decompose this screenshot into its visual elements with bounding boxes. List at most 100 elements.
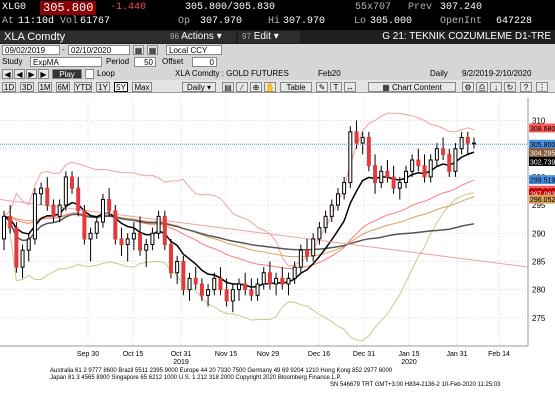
candle-body [100, 198, 105, 223]
rewind-icon[interactable]: ◀ [2, 69, 13, 79]
timeframe-ytd[interactable]: YTD [74, 82, 92, 92]
ticker-symbol[interactable]: XLG0 [2, 2, 27, 13]
settings-icon[interactable]: ⚙ [462, 82, 474, 92]
calendar-icon[interactable]: ▦ [147, 45, 158, 55]
edit-menu-label: Edit [253, 31, 271, 42]
axis-value-label: 296.052 [530, 197, 555, 204]
measure-icon[interactable]: ↔ [344, 82, 356, 92]
candle-body [379, 170, 384, 184]
loop-checkbox[interactable] [85, 69, 94, 79]
edit-menu[interactable]: 97 Edit ▾ [238, 31, 300, 43]
candle-body [224, 289, 229, 302]
candle-body [82, 210, 87, 240]
candle-body [125, 238, 130, 246]
line-tool-icon[interactable]: ∕ [236, 82, 248, 92]
period-input[interactable]: 50 [134, 57, 156, 67]
timeframe-1d[interactable]: 1D [2, 82, 16, 92]
refresh-icon[interactable]: ↻ [504, 82, 516, 92]
candle-body [397, 182, 402, 189]
axis-value-label: 304.295 [530, 151, 555, 158]
high-value: 307.970 [283, 16, 326, 27]
fast-forward-icon[interactable]: ▶ [38, 69, 49, 79]
candle-body [459, 136, 464, 150]
chevron-down-icon: ▾ [216, 31, 222, 42]
ema-30-line [3, 179, 475, 270]
axis-value-badge [529, 188, 555, 198]
x-tick-label: Sep 30 [77, 351, 99, 358]
candle-body [20, 249, 25, 268]
x-tick-label: Nov 29 [257, 351, 279, 358]
high-label: Hi [268, 16, 281, 27]
step-forward-icon[interactable]: ▶ [26, 69, 37, 79]
start-date-input[interactable]: 09/02/2019 [2, 45, 60, 55]
zoom-icon[interactable]: ⊕ [250, 82, 262, 92]
more-icon[interactable]: ⋮ [536, 82, 548, 92]
y-tick-label: 290 [532, 229, 546, 238]
candle-body [342, 182, 347, 195]
axis-value-badge [529, 156, 555, 166]
currency-select[interactable]: Local CCY [166, 45, 222, 55]
chart-content-button[interactable]: ▦ Chart Content [368, 82, 456, 92]
ema-9-line [3, 151, 475, 288]
candle-body [70, 176, 75, 189]
candle-body [447, 153, 452, 172]
end-date-input[interactable]: 02/10/2020 [68, 45, 130, 55]
low-label: Lo [354, 16, 367, 27]
candle-body [274, 277, 279, 285]
y-tick-label: 295 [532, 201, 546, 210]
footer-text: SN 546679 TRT GMT+3:00 H834-2136-2 10-Fe… [330, 382, 501, 388]
candle-body [193, 277, 198, 285]
low-value: 305.000 [370, 16, 413, 27]
timeframe-6m[interactable]: 6M [56, 82, 70, 92]
print-icon[interactable]: ⎙ [476, 82, 488, 92]
timeframe-1y[interactable]: 1Y [96, 82, 110, 92]
text-tool-icon[interactable]: T [330, 82, 342, 92]
timeframe-5y[interactable]: 5Y [114, 82, 128, 92]
timeframe-3d[interactable]: 3D [20, 82, 34, 92]
candle-body [2, 215, 6, 240]
annotate-icon[interactable]: ✎ [316, 82, 328, 92]
candle-body [298, 249, 303, 268]
security-field[interactable]: XLA Comdty [0, 31, 166, 43]
candle-body [329, 204, 334, 217]
lower-band-line [3, 192, 475, 342]
step-back-icon[interactable]: ◀ [14, 69, 25, 79]
chart-type-icon[interactable]: ▤ [222, 82, 234, 92]
candle-body [292, 266, 297, 279]
price-change: -1.440 [110, 2, 147, 13]
period-label: Period [106, 57, 130, 66]
candle-body [212, 277, 217, 291]
title-bar: XLA Comdty 96 Actions ▾ 97 Edit ▾ G 21: … [0, 30, 555, 44]
year-label: 2020 [401, 359, 417, 366]
candle-body [255, 283, 260, 296]
candle-body [8, 215, 13, 229]
timeframe-1m[interactable]: 1M [38, 82, 52, 92]
frequency-dropdown[interactable]: Daily ▾ [182, 82, 216, 92]
calendar-icon[interactable]: ▦ [133, 45, 144, 55]
candle-body [428, 159, 433, 178]
help-icon[interactable]: ? [520, 82, 532, 92]
candle-body [175, 260, 180, 274]
offset-input[interactable]: 0 [192, 57, 217, 67]
candle-body [335, 193, 340, 206]
axis-value-label: 308.680 [530, 126, 555, 133]
candle-body [360, 136, 365, 144]
study-select[interactable]: ExpMA [30, 57, 102, 67]
axis-value-badge [529, 123, 555, 133]
timeframe-max[interactable]: Max [132, 82, 152, 92]
bid-ask-size: 55x707 [355, 2, 392, 13]
candle-body [45, 187, 50, 206]
upper-band-line [3, 112, 475, 267]
actions-menu[interactable]: 96 Actions ▾ [166, 31, 236, 43]
table-button[interactable]: Table [280, 82, 312, 92]
hand-icon[interactable]: ✋ [264, 82, 276, 92]
y-tick-label: 275 [532, 314, 546, 323]
sma-60-line [3, 213, 475, 251]
x-tick-label: Jan 15 [398, 351, 419, 358]
study-row: Study ExpMA Period 50 Offset 0 [0, 56, 555, 68]
download-icon[interactable]: ↓ [490, 82, 502, 92]
date-span: 9/2/2019-2/10/2020 [462, 69, 532, 78]
play-button[interactable]: Play [52, 69, 82, 79]
